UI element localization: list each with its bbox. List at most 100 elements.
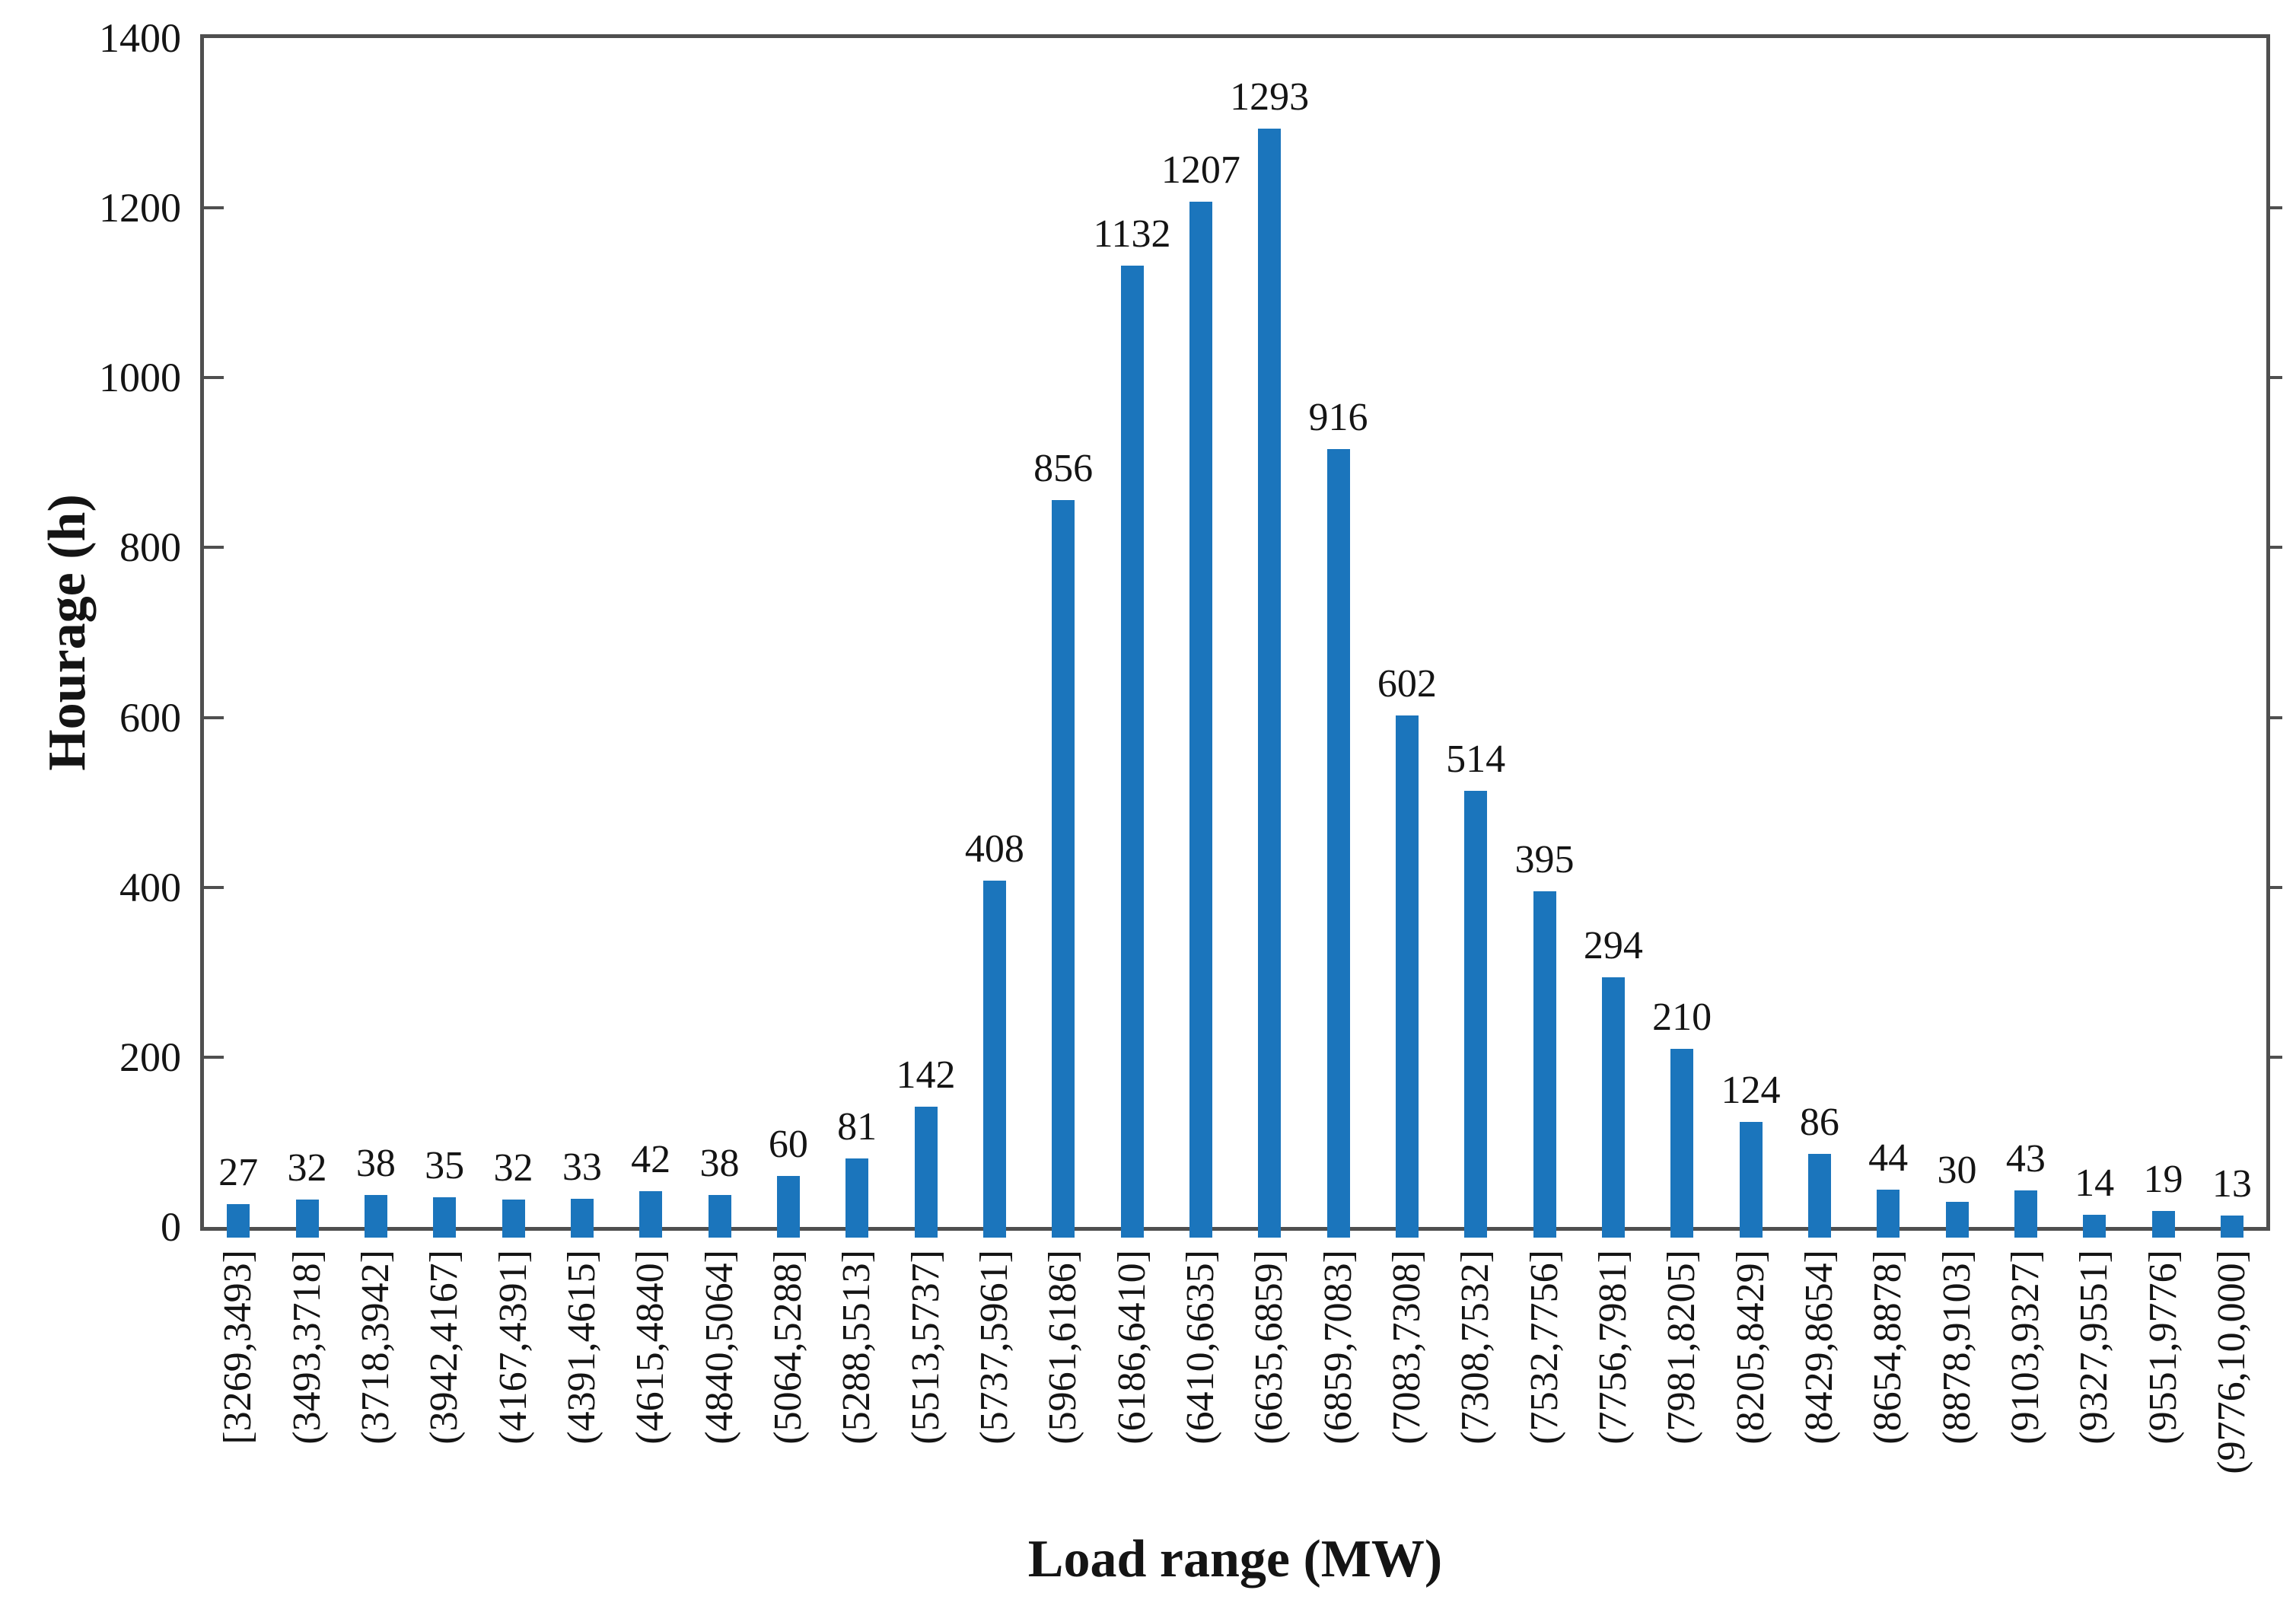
bar-value-label: 38 [699,1141,740,1185]
bar [1052,499,1075,1238]
y-tick-label: 800 [119,524,181,571]
x-tick-label: (9551,9776] [2141,1250,2185,1445]
bar-value-label: 32 [287,1146,327,1190]
bar-value-label: 514 [1446,737,1506,781]
bar [1601,977,1625,1238]
x-tick-label: (6186,6410] [1110,1250,1154,1445]
x-tick-label: (4615,4840] [629,1250,673,1445]
x-tick-label: (8205,8429] [1728,1250,1772,1445]
x-tick-label: (7756,7981] [1591,1250,1635,1445]
bar-value-label: 408 [964,827,1024,871]
bar [2083,1215,2107,1238]
bar [708,1194,731,1238]
bar [1533,891,1556,1238]
plot-area [200,34,2270,1231]
bar [502,1200,525,1238]
x-tick-label: [3269,3493] [216,1250,260,1445]
x-tick-label: (4840,5064] [697,1250,741,1445]
bar [845,1158,869,1238]
bar-value-label: 42 [631,1138,671,1182]
bar-value-label: 916 [1308,396,1368,439]
bar-value-label: 33 [562,1146,602,1190]
y-tick-mark-left [204,1055,224,1059]
y-tick-mark-left [204,376,224,380]
x-tick-label: (7083,7308] [1384,1250,1428,1445]
y-tick-label: 1000 [99,355,181,401]
y-tick-label: 1200 [99,185,181,231]
bar [1877,1189,1900,1238]
bar-value-label: 1293 [1230,75,1310,119]
x-tick-label: (5513,5737] [903,1250,947,1445]
y-tick-mark-right [2270,376,2282,380]
bar-value-label: 27 [218,1150,259,1194]
y-tick-mark-left [204,546,224,550]
bar [1739,1121,1763,1238]
bar [1189,202,1212,1238]
bar [1807,1154,1831,1238]
y-tick-label: 400 [119,864,181,910]
y-tick-mark-right [2270,1055,2282,1059]
x-tick-label: (7532,7756] [1522,1250,1566,1445]
bar-value-label: 43 [2005,1137,2046,1181]
x-tick-label: (8429,8654] [1797,1250,1841,1445]
bar-value-label: 395 [1514,838,1575,882]
bar [776,1176,800,1238]
bar [1395,715,1419,1238]
bar [295,1200,319,1238]
x-tick-label: (3942,4167] [422,1250,467,1445]
x-tick-label: (9327,9551] [2072,1250,2116,1445]
x-tick-label: (6859,7083] [1316,1250,1360,1445]
bar-value-label: 142 [896,1053,956,1097]
y-tick-label: 1400 [99,15,181,61]
bar [364,1194,387,1238]
y-tick-mark-right [2270,885,2282,889]
x-tick-label: (5288,5513] [835,1250,879,1445]
x-tick-label: (7308,7532] [1454,1250,1498,1445]
x-tick-label: (9776,10,000] [2209,1250,2253,1474]
bar [639,1191,663,1238]
x-tick-label: (6410,6635] [1178,1250,1222,1445]
x-tick-label: (6635,6859] [1247,1250,1291,1445]
bar [2151,1210,2175,1238]
bar [1120,266,1144,1238]
bar-value-label: 124 [1721,1068,1781,1112]
y-tick-mark-left [204,206,224,210]
bar-value-label: 1207 [1161,148,1240,193]
x-tick-label: (5961,6186] [1041,1250,1085,1445]
y-tick-mark-right [2270,715,2282,719]
y-tick-mark-right [2270,546,2282,550]
x-tick-label: (4167,4391] [491,1250,535,1445]
bar-value-label: 32 [493,1146,533,1190]
x-tick-label: (3718,3942] [353,1250,397,1445]
bar [1945,1201,1969,1238]
bar-value-label: 210 [1652,995,1712,1039]
bar-value-label: 602 [1377,662,1437,706]
bar-value-label: 38 [355,1141,396,1185]
x-tick-label: (5064,5288] [766,1250,810,1445]
x-tick-label: (8654,8878] [1866,1250,1910,1445]
x-tick-label: (4391,4615] [559,1250,603,1445]
bar [1670,1048,1694,1238]
x-axis-title: Load range (MW) [1027,1530,1443,1588]
x-tick-label: (8878,9103] [1935,1250,1979,1445]
bar [914,1106,938,1238]
bar-value-label: 44 [1868,1136,1909,1180]
bar [1258,129,1282,1238]
y-tick-label: 600 [119,694,181,741]
x-tick-label: (7981,8205] [1660,1250,1704,1445]
bar-value-label: 60 [768,1123,808,1167]
bar [433,1197,457,1238]
x-tick-label: (9103,9327] [2003,1250,2047,1445]
bar-value-label: 294 [1583,923,1643,967]
bar-value-label: 35 [425,1143,465,1187]
y-tick-label: 0 [161,1204,181,1250]
y-tick-mark-left [204,715,224,719]
x-tick-label: (3493,3718] [285,1250,329,1445]
y-tick-label: 200 [119,1034,181,1080]
bar [2014,1190,2037,1238]
bar-value-label: 19 [2143,1157,2183,1201]
bar-value-label: 13 [2212,1162,2252,1206]
bar [2220,1216,2243,1238]
bar [570,1199,594,1238]
